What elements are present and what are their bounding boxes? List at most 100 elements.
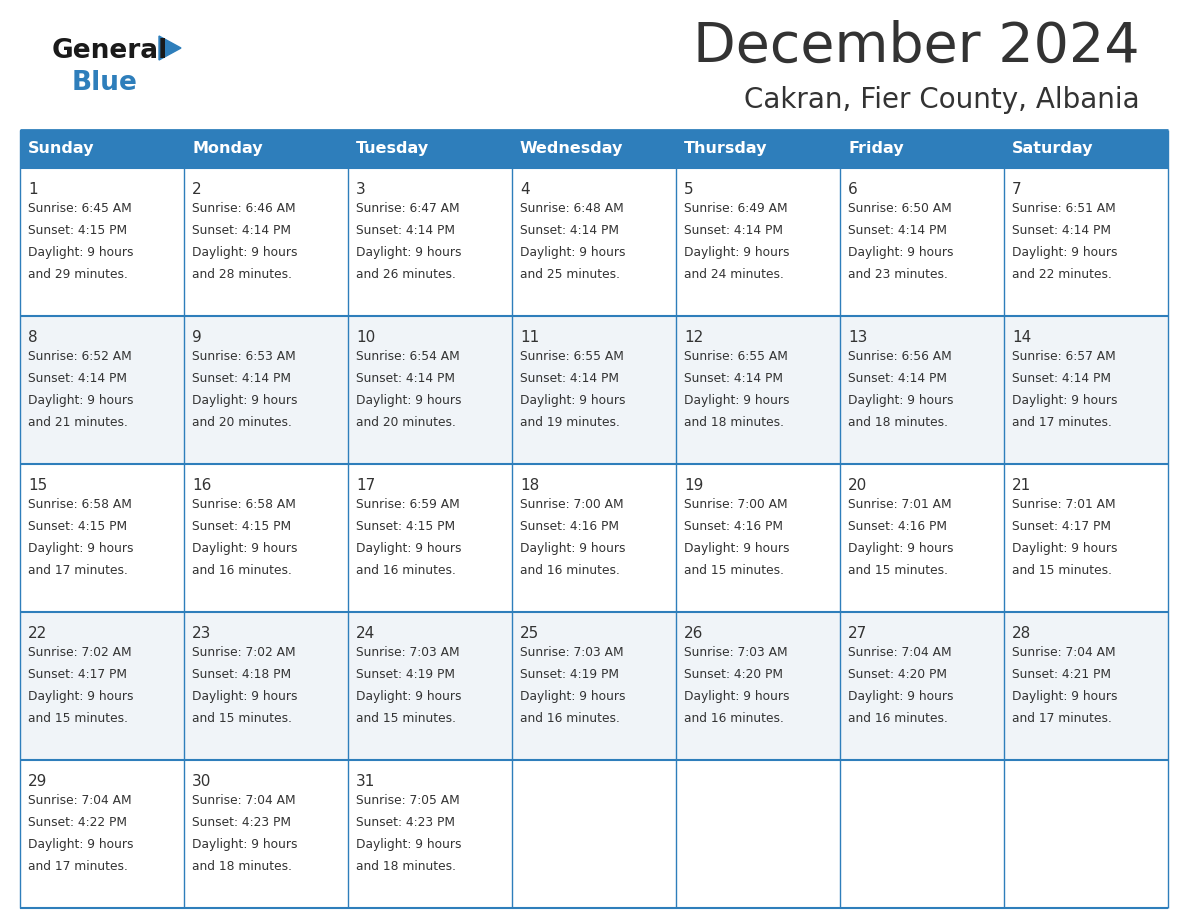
Text: Sunrise: 7:04 AM: Sunrise: 7:04 AM [192,794,296,807]
Text: Sunrise: 7:03 AM: Sunrise: 7:03 AM [356,646,460,659]
Text: Sunrise: 7:04 AM: Sunrise: 7:04 AM [848,646,952,659]
Text: Daylight: 9 hours: Daylight: 9 hours [1012,542,1118,555]
Text: Sunset: 4:15 PM: Sunset: 4:15 PM [29,224,127,237]
Text: Sunset: 4:23 PM: Sunset: 4:23 PM [356,816,455,829]
Text: and 20 minutes.: and 20 minutes. [356,416,456,429]
Text: 19: 19 [684,478,703,493]
Text: and 22 minutes.: and 22 minutes. [1012,268,1112,281]
Text: Sunset: 4:15 PM: Sunset: 4:15 PM [29,520,127,533]
Text: 25: 25 [520,626,539,641]
Text: and 16 minutes.: and 16 minutes. [520,712,620,725]
Text: Sunset: 4:14 PM: Sunset: 4:14 PM [848,224,947,237]
Text: Saturday: Saturday [1012,141,1093,156]
Text: Sunrise: 6:48 AM: Sunrise: 6:48 AM [520,202,624,215]
Text: Daylight: 9 hours: Daylight: 9 hours [29,542,133,555]
Text: Sunset: 4:14 PM: Sunset: 4:14 PM [848,372,947,385]
Text: Daylight: 9 hours: Daylight: 9 hours [520,542,626,555]
Text: Sunday: Sunday [29,141,95,156]
Text: Daylight: 9 hours: Daylight: 9 hours [684,690,790,703]
Text: Sunset: 4:16 PM: Sunset: 4:16 PM [684,520,783,533]
Text: and 15 minutes.: and 15 minutes. [192,712,292,725]
Text: 6: 6 [848,182,858,197]
Text: December 2024: December 2024 [694,20,1140,74]
Bar [676,130,840,168]
Text: 16: 16 [192,478,211,493]
Text: and 15 minutes.: and 15 minutes. [684,564,784,577]
Text: Daylight: 9 hours: Daylight: 9 hours [192,394,297,407]
Text: Daylight: 9 hours: Daylight: 9 hours [356,690,461,703]
Text: Daylight: 9 hours: Daylight: 9 hours [684,542,790,555]
Text: Daylight: 9 hours: Daylight: 9 hours [356,542,461,555]
Text: Sunset: 4:14 PM: Sunset: 4:14 PM [684,224,783,237]
Text: and 18 minutes.: and 18 minutes. [684,416,784,429]
Text: Sunrise: 6:47 AM: Sunrise: 6:47 AM [356,202,460,215]
Text: Friday: Friday [848,141,904,156]
Text: 29: 29 [29,774,48,789]
Text: Sunset: 4:17 PM: Sunset: 4:17 PM [1012,520,1111,533]
Polygon shape [159,36,181,60]
Text: Daylight: 9 hours: Daylight: 9 hours [684,394,790,407]
Text: 24: 24 [356,626,375,641]
Text: 2: 2 [192,182,202,197]
Bar [348,130,512,168]
Text: Sunrise: 7:01 AM: Sunrise: 7:01 AM [848,498,952,511]
Text: Sunset: 4:14 PM: Sunset: 4:14 PM [356,372,455,385]
Text: Sunrise: 6:58 AM: Sunrise: 6:58 AM [192,498,296,511]
Text: 14: 14 [1012,330,1031,345]
Text: 7: 7 [1012,182,1022,197]
Text: Sunrise: 6:58 AM: Sunrise: 6:58 AM [29,498,132,511]
Text: and 21 minutes.: and 21 minutes. [29,416,128,429]
Text: and 16 minutes.: and 16 minutes. [192,564,292,577]
Text: Sunrise: 7:02 AM: Sunrise: 7:02 AM [29,646,132,659]
Text: 23: 23 [192,626,211,641]
Text: Sunset: 4:17 PM: Sunset: 4:17 PM [29,668,127,681]
Text: Sunrise: 7:03 AM: Sunrise: 7:03 AM [684,646,788,659]
Text: Daylight: 9 hours: Daylight: 9 hours [684,246,790,259]
Text: Sunrise: 7:04 AM: Sunrise: 7:04 AM [29,794,132,807]
Text: Daylight: 9 hours: Daylight: 9 hours [520,394,626,407]
Text: Daylight: 9 hours: Daylight: 9 hours [29,246,133,259]
Text: 4: 4 [520,182,530,197]
Text: 9: 9 [192,330,202,345]
Text: and 26 minutes.: and 26 minutes. [356,268,456,281]
Text: 22: 22 [29,626,48,641]
Text: Sunset: 4:16 PM: Sunset: 4:16 PM [520,520,619,533]
Text: 3: 3 [356,182,366,197]
Text: 11: 11 [520,330,539,345]
Text: and 20 minutes.: and 20 minutes. [192,416,292,429]
Text: Daylight: 9 hours: Daylight: 9 hours [848,394,954,407]
Text: Sunset: 4:20 PM: Sunset: 4:20 PM [684,668,783,681]
Text: and 24 minutes.: and 24 minutes. [684,268,784,281]
Text: Sunrise: 6:50 AM: Sunrise: 6:50 AM [848,202,952,215]
Text: Sunset: 4:18 PM: Sunset: 4:18 PM [192,668,291,681]
Text: 18: 18 [520,478,539,493]
Text: Wednesday: Wednesday [520,141,624,156]
Text: Daylight: 9 hours: Daylight: 9 hours [192,246,297,259]
Text: Sunset: 4:14 PM: Sunset: 4:14 PM [356,224,455,237]
Text: and 16 minutes.: and 16 minutes. [520,564,620,577]
Text: Sunset: 4:14 PM: Sunset: 4:14 PM [1012,224,1111,237]
Text: Sunset: 4:14 PM: Sunset: 4:14 PM [29,372,127,385]
Text: 12: 12 [684,330,703,345]
Text: 20: 20 [848,478,867,493]
Text: and 16 minutes.: and 16 minutes. [356,564,456,577]
Text: Sunrise: 6:59 AM: Sunrise: 6:59 AM [356,498,460,511]
Text: and 17 minutes.: and 17 minutes. [1012,712,1112,725]
Text: and 17 minutes.: and 17 minutes. [1012,416,1112,429]
Text: Daylight: 9 hours: Daylight: 9 hours [848,542,954,555]
Text: and 25 minutes.: and 25 minutes. [520,268,620,281]
Text: Tuesday: Tuesday [356,141,429,156]
Text: Sunrise: 6:49 AM: Sunrise: 6:49 AM [684,202,788,215]
Bar [20,316,1168,464]
Bar [20,130,184,168]
Text: and 29 minutes.: and 29 minutes. [29,268,128,281]
Text: 15: 15 [29,478,48,493]
Text: and 19 minutes.: and 19 minutes. [520,416,620,429]
Bar [184,130,348,168]
Text: Sunrise: 6:56 AM: Sunrise: 6:56 AM [848,350,952,363]
Text: Daylight: 9 hours: Daylight: 9 hours [356,394,461,407]
Text: Daylight: 9 hours: Daylight: 9 hours [192,542,297,555]
Text: Sunrise: 7:02 AM: Sunrise: 7:02 AM [192,646,296,659]
Text: Sunrise: 7:04 AM: Sunrise: 7:04 AM [1012,646,1116,659]
Text: Sunrise: 7:05 AM: Sunrise: 7:05 AM [356,794,460,807]
